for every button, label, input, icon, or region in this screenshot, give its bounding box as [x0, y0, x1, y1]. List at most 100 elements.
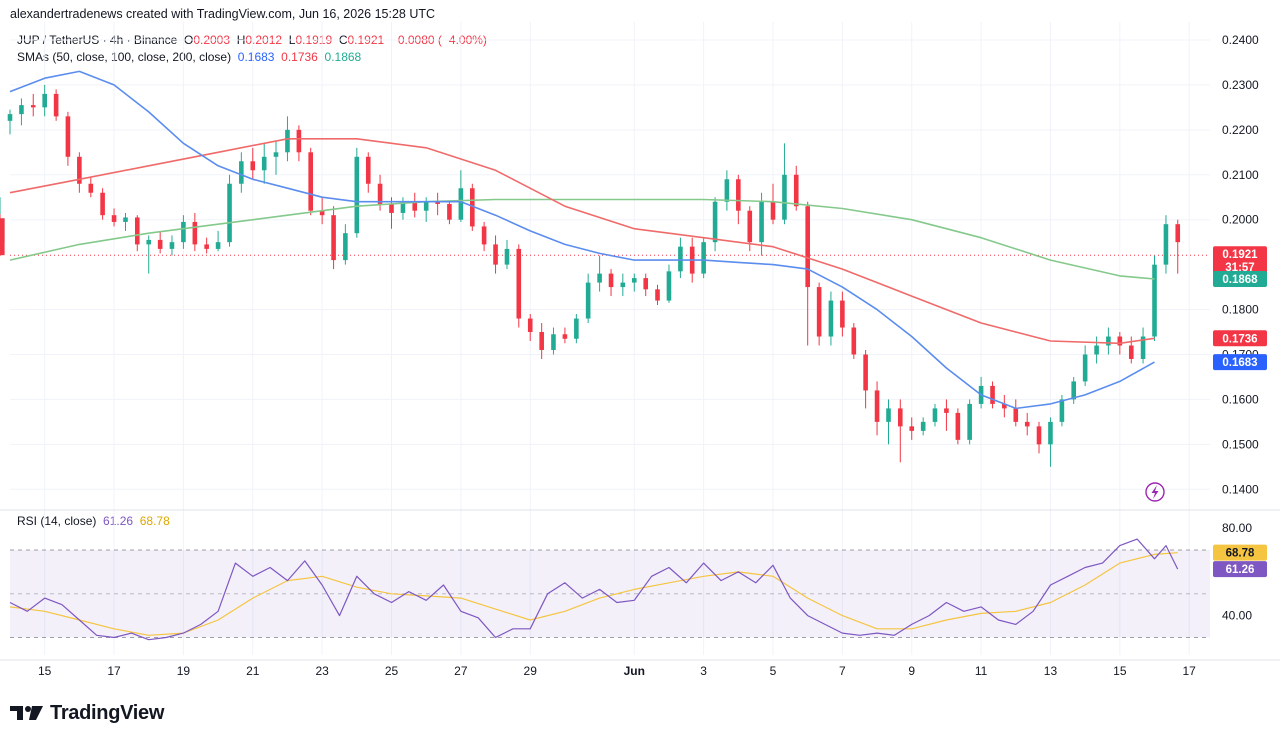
candle-body: [389, 203, 394, 213]
x-tick-label: 21: [246, 664, 260, 678]
y-tick-label: 0.1400: [1222, 482, 1259, 496]
candle-body: [365, 156, 371, 184]
x-tick-label: 15: [38, 664, 52, 678]
candle-body: [123, 217, 128, 222]
x-tick-label: 17: [107, 664, 121, 678]
x-tick-label: 3: [700, 664, 707, 678]
candle-body: [412, 201, 418, 211]
y-tick-label: 0.2300: [1222, 78, 1259, 92]
candle-body: [7, 114, 13, 121]
candle-body: [261, 156, 267, 171]
candle-body: [932, 408, 938, 422]
y-tick-label: 0.1600: [1222, 392, 1259, 406]
x-tick-label: 19: [177, 664, 191, 678]
candle-body: [100, 192, 105, 216]
candle-body: [516, 248, 522, 319]
candle-body: [435, 201, 440, 204]
sma100-line: [9, 138, 1155, 345]
tradingview-logo: [10, 706, 43, 720]
candle-body: [319, 210, 325, 216]
lightning-icon[interactable]: [1145, 482, 1165, 502]
candle-body: [805, 206, 810, 288]
candle-body: [19, 105, 24, 115]
candle-body: [65, 116, 71, 157]
chart-grid: [0, 22, 1280, 661]
candle-body: [655, 289, 660, 301]
candle-body: [886, 408, 891, 422]
candle-body: [481, 226, 487, 245]
candle-body: [1024, 421, 1030, 427]
sma50-price-box: [1213, 354, 1267, 371]
rsi-line: [9, 538, 1179, 641]
candle-body: [828, 300, 834, 337]
sma200-line: [9, 198, 1155, 280]
candle-body: [920, 421, 926, 431]
sma50-value: 0.1683: [237, 50, 275, 64]
candle-body: [1175, 224, 1181, 243]
candle-body: [944, 408, 949, 413]
candle-body: [1002, 403, 1007, 409]
x-tick-label: 25: [385, 664, 399, 678]
candle-body: [0, 218, 5, 256]
candle-body: [308, 152, 313, 211]
candle-body: [527, 318, 533, 333]
x-tick-label: 9: [908, 664, 915, 678]
x-tick-label: 23: [315, 664, 329, 678]
candle-body: [354, 156, 360, 234]
candle-body: [539, 332, 544, 350]
candle-body: [1152, 264, 1157, 337]
tradingview-footer[interactable]: TradingView: [10, 700, 164, 726]
candle-body: [990, 385, 995, 404]
candle-body: [597, 273, 602, 283]
rsi-ma-value: 68.78: [139, 514, 170, 528]
candle-body: [470, 188, 475, 227]
candle-body: [227, 183, 232, 243]
price-chart[interactable]: 0.2400 0.2300 0.2200 0.2100 0.2000 0.1800 0.17…: [0, 0, 1280, 700]
candle-body: [250, 161, 256, 171]
x-tick-label: 17: [1183, 664, 1197, 678]
candle-body: [1128, 345, 1134, 359]
candle-body: [343, 233, 348, 261]
chart-credit: alexandertradenews created with TradingV…: [10, 7, 436, 21]
sma100-price-box-text: 0.1736: [1222, 333, 1257, 345]
rsi-tick-label: 80.00: [1222, 521, 1252, 535]
x-tick-label: 11: [975, 664, 988, 678]
candle-body: [30, 105, 36, 108]
candle-body: [1048, 421, 1053, 445]
candle-body: [447, 203, 452, 220]
y-tick-label: 0.1500: [1222, 437, 1259, 451]
candle-body: [239, 161, 244, 184]
candle-body: [678, 246, 683, 272]
x-tick-label: 5: [770, 664, 777, 678]
last-price-box-text: 0.1921: [1222, 249, 1258, 261]
sma200-price-box: [1213, 271, 1267, 288]
candle-body: [1082, 354, 1088, 382]
candle-body: [377, 183, 383, 204]
y-tick-label: 0.2200: [1222, 123, 1259, 137]
rsi-price-box-text: 61.26: [1226, 564, 1255, 576]
candle-body: [273, 152, 279, 157]
candle-body: [736, 179, 741, 211]
sma-legend[interactable]: SMAs (50, close, 100, close, 200, close)…: [17, 50, 361, 64]
candle-body: [400, 201, 406, 213]
candle-body: [608, 273, 614, 288]
x-tick-label: 13: [1044, 664, 1058, 678]
candle-body: [88, 183, 94, 193]
sma50-line: [9, 70, 1155, 410]
candle-body: [1059, 399, 1065, 422]
sma-legend-label: SMAs (50, close, 100, close, 200, close): [17, 50, 232, 64]
candle-body: [840, 300, 845, 328]
candle-body: [631, 278, 637, 283]
rsi-legend[interactable]: RSI (14, close) 61.26 68.78: [17, 514, 170, 528]
candle-body: [1163, 224, 1169, 265]
rsi-tick-label: 40.00: [1222, 609, 1252, 623]
y-tick-label: 0.1800: [1222, 303, 1259, 317]
x-tick-label: 29: [524, 664, 538, 678]
rsi-price-box: [1213, 561, 1267, 578]
sma200-price-box-text: 0.1868: [1222, 274, 1258, 286]
candle-body: [863, 354, 868, 391]
candle-body: [967, 403, 972, 440]
candle-body: [77, 156, 82, 184]
candle-body: [562, 334, 568, 339]
candle-body: [551, 334, 556, 350]
